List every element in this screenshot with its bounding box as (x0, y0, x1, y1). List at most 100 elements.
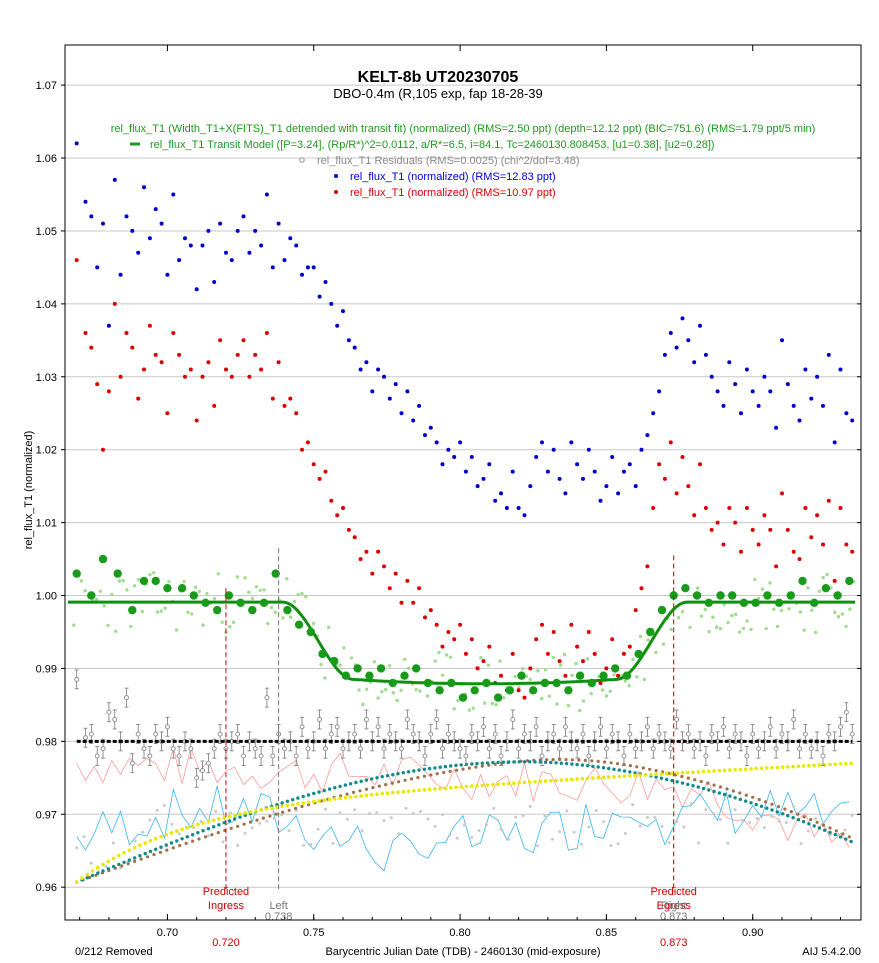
trend-point-teal (275, 803, 279, 807)
binned-flux-point (128, 605, 137, 615)
trend-point-teal (596, 765, 600, 769)
trend-point-teal (190, 833, 195, 837)
red-flux-point (235, 352, 240, 357)
blue-flux-point (101, 221, 105, 226)
trend-point-yellow (580, 776, 585, 781)
trend-point-yellow (585, 776, 590, 781)
blue-flux-point (598, 498, 603, 503)
trend-point-yellow (575, 777, 579, 781)
red-flux-point (305, 440, 310, 445)
trend-point-gray (470, 835, 474, 839)
detrended-raw-point (802, 628, 806, 632)
trend-point-yellow (775, 765, 780, 770)
trend-point-yellow (248, 810, 253, 814)
detrended-raw-point (722, 602, 726, 607)
blue-flux-point (200, 243, 205, 248)
trend-point-teal (796, 818, 801, 822)
trend-point-teal (180, 837, 184, 841)
trend-point-brown (197, 837, 201, 841)
blue-flux-point (510, 469, 515, 474)
trend-point-yellow (117, 853, 121, 858)
red-flux-point (516, 688, 521, 693)
red-flux-point (399, 600, 404, 605)
detrended-raw-point (159, 609, 163, 613)
trend-point-gray (521, 814, 525, 818)
red-flux-point (440, 644, 445, 649)
detrended-raw-point (121, 578, 125, 583)
trend-point-teal (744, 799, 748, 803)
red-flux-point (276, 360, 281, 365)
trend-point-yellow (211, 818, 216, 823)
detrended-raw-point (281, 616, 285, 620)
red-flux-point (522, 695, 527, 700)
detrended-raw-point (528, 677, 532, 681)
trend-point-teal (338, 784, 342, 789)
red-flux-point (463, 651, 468, 656)
trend-point-brown (480, 764, 484, 768)
trend-point-brown (699, 779, 703, 784)
red-flux-point (112, 301, 117, 306)
trend-point-gray (536, 844, 540, 848)
detrended-raw-point (521, 667, 525, 671)
red-flux-point (581, 659, 585, 664)
blue-flux-point (118, 272, 123, 277)
trend-point-yellow (227, 814, 232, 819)
binned-flux-point (87, 591, 96, 600)
trend-point-yellow (217, 817, 221, 821)
trend-point-yellow (380, 791, 385, 796)
trend-point-yellow (670, 771, 674, 776)
detrended-raw-point (585, 657, 590, 661)
detrended-raw-point (840, 612, 844, 616)
y-tick-label: 0.98 (36, 736, 57, 748)
trend-point-gray (433, 824, 437, 828)
residual-point (135, 731, 141, 737)
trend-point-brown (815, 820, 819, 824)
blue-flux-point (815, 374, 820, 379)
trend-point-teal (459, 763, 463, 767)
residual-point (586, 753, 592, 759)
residual-point (434, 717, 440, 722)
trend-point-teal (838, 835, 843, 839)
trend-point-teal (485, 761, 490, 765)
legend-entry: rel_flux_T1 (normalized) (RMS=12.83 ppt) (350, 171, 556, 183)
trend-point-teal (691, 784, 695, 788)
trend-point-brown (744, 793, 748, 797)
trend-point-gray (741, 818, 744, 822)
detrended-raw-point (285, 577, 289, 581)
trend-point-brown (88, 875, 92, 880)
blue-flux-point (686, 338, 691, 343)
trend-point-gray (667, 841, 671, 845)
trend-point-yellow (280, 804, 284, 809)
blue-flux-point (616, 491, 621, 496)
binned-flux-point (634, 649, 643, 659)
detrended-raw-point (734, 612, 738, 617)
trend-point-yellow (833, 762, 837, 766)
blue-flux-point (622, 469, 626, 474)
trend-point-brown (384, 783, 388, 787)
x-ticks: 0.70 0.75 0.80 0.85 0.90 (79, 45, 842, 939)
red-flux-point (95, 382, 100, 387)
detrended-raw-point (437, 650, 441, 655)
trend-point-brown (706, 781, 710, 785)
trend-point-yellow (759, 766, 764, 771)
blue-flux-point (832, 440, 837, 445)
x-axis-label: Barycentric Julian Date (TDB) - 2460130 … (325, 946, 600, 958)
trend-point-brown (596, 759, 600, 764)
residual-point (668, 746, 674, 752)
residual-point (205, 760, 211, 766)
trend-point-yellow (591, 776, 595, 780)
trend-point-yellow (475, 784, 479, 788)
x-tick-label: 0.70 (157, 927, 178, 939)
red-flux-point (393, 571, 398, 576)
detrended-raw-point (357, 688, 361, 692)
detrended-raw-point (749, 627, 753, 632)
trend-point-teal (333, 786, 337, 790)
trend-point-brown (551, 758, 555, 762)
trend-point-yellow (849, 761, 853, 766)
binned-flux-point (423, 678, 433, 688)
trend-point-gray (558, 830, 562, 833)
trend-point-teal (612, 767, 616, 771)
detrended-raw-point (848, 607, 852, 611)
detrended-raw-point (72, 623, 76, 627)
